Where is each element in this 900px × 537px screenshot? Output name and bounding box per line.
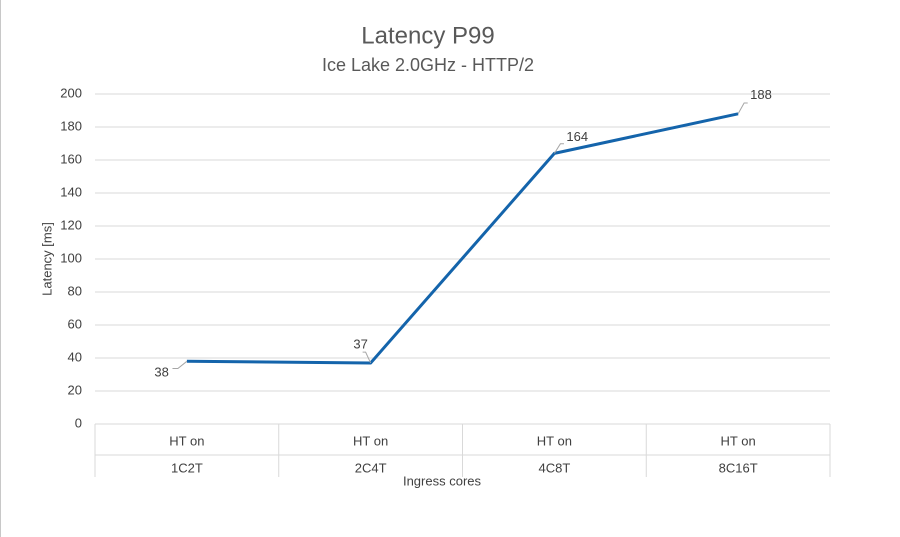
label-leader: [172, 360, 188, 369]
y-tick-label: 200: [60, 85, 82, 100]
label-leader: [737, 102, 748, 115]
x-tick-label: 1C2T: [171, 460, 203, 475]
chart-title: Latency P99: [361, 22, 494, 49]
y-tick-label: 140: [60, 184, 82, 199]
data-label: 188: [750, 87, 772, 102]
x-axis-title: Ingress cores: [403, 473, 482, 488]
category-group-label: HT on: [537, 433, 572, 448]
label-leader: [362, 351, 372, 364]
y-tick-label: 100: [60, 250, 82, 265]
data-label: 164: [566, 129, 588, 144]
y-tick-label: 20: [68, 382, 82, 397]
data-label: 38: [154, 365, 168, 380]
y-tick-label: 180: [60, 118, 82, 133]
y-axis-title: Latency [ms]: [39, 222, 54, 296]
y-tick-label: 0: [75, 415, 82, 430]
line-series: [186, 112, 739, 365]
y-tick-label: 40: [68, 349, 82, 364]
y-tick-label: 160: [60, 151, 82, 166]
category-group-label: HT on: [353, 433, 388, 448]
x-tick-label: 4C8T: [538, 460, 570, 475]
data-label: 37: [353, 336, 367, 351]
category-group-label: HT on: [169, 433, 204, 448]
y-tick-label: 120: [60, 217, 82, 232]
category-group-label: HT on: [721, 433, 756, 448]
x-tick-label: 8C16T: [719, 460, 758, 475]
label-leader: [553, 143, 564, 154]
chart-subtitle: Ice Lake 2.0GHz - HTTP/2: [322, 55, 534, 75]
y-tick-label: 80: [68, 283, 82, 298]
x-tick-label: 2C4T: [355, 460, 387, 475]
y-tick-label: 60: [68, 316, 82, 331]
